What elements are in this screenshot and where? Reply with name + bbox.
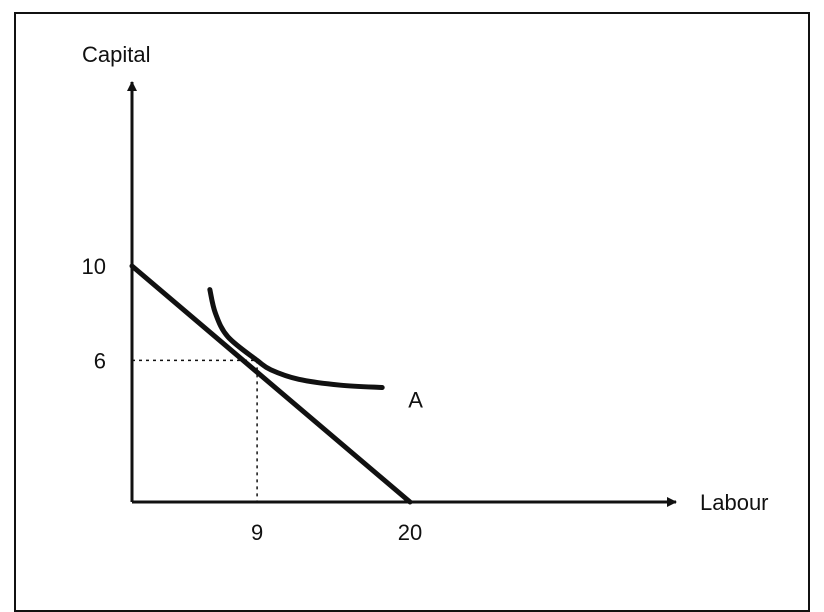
x-tick-label-20: 20 [398, 520, 422, 545]
tangency-guides [132, 360, 257, 502]
isoquant-line [210, 290, 382, 388]
y-tick-label-6: 6 [94, 348, 106, 373]
isocost-line [132, 266, 410, 502]
x-tick-label-9: 9 [251, 520, 263, 545]
isocost-isoquant-chart: Capital Labour A 9 20 10 6 [0, 0, 824, 595]
y-axis-label: Capital [82, 42, 150, 67]
isoquant-label: A [408, 388, 423, 413]
y-tick-label-10: 10 [82, 254, 106, 279]
series-layer: A [132, 266, 423, 502]
x-axis-label: Labour [700, 490, 769, 515]
